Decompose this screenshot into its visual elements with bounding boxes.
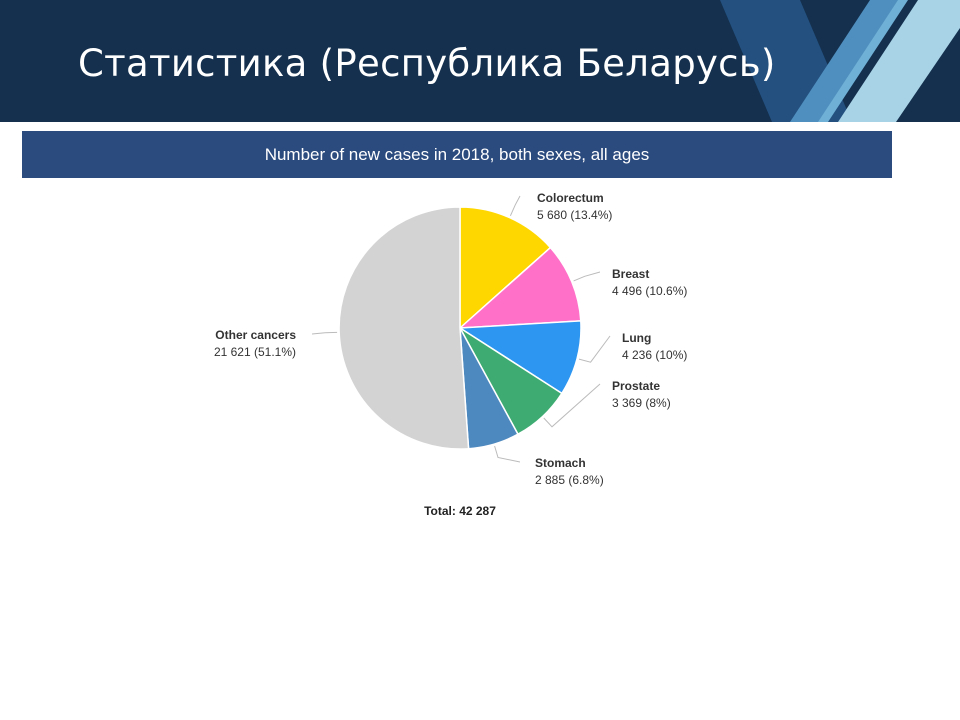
slice-value-label: 5 680 (13.4%)	[537, 208, 612, 222]
slice-value-label: 21 621 (51.1%)	[214, 345, 296, 359]
pie-labels: Colorectum 5 680 (13.4%) Breast 4 496 (10.6…	[214, 191, 687, 487]
pie-slice-lung	[457, 320, 582, 395]
slide-title: Статистика (Республика Беларусь)	[78, 42, 776, 85]
pie-chart: Colorectum 5 680 (13.4%) Breast 4 496 (10.6…	[214, 191, 687, 518]
pie-slices	[338, 206, 582, 450]
pie-slice-breast	[457, 246, 582, 329]
leader-line-lung	[578, 335, 611, 363]
slide-header: Статистика (Республика Беларусь)	[0, 0, 960, 122]
deco-stripe-thin	[818, 0, 908, 122]
pie-slice-colorectum	[459, 206, 552, 330]
slice-name-label: Prostate	[612, 379, 660, 393]
deco-stripe-mid	[790, 0, 905, 122]
leader-line-colorectum	[509, 195, 521, 217]
chart-title: Number of new cases in 2018, both sexes,…	[22, 131, 892, 178]
chart-total: Total: 42 287	[424, 504, 496, 518]
leader-line-breast	[573, 271, 601, 282]
leader-line-other-cancers	[311, 331, 338, 335]
pie-leader-lines	[311, 195, 611, 463]
slice-value-label: 3 369 (8%)	[612, 396, 671, 410]
slice-value-label: 4 236 (10%)	[622, 348, 687, 362]
header-decoration	[720, 0, 960, 122]
slice-name-label: Other cancers	[215, 328, 296, 342]
slice-name-label: Lung	[622, 331, 651, 345]
leader-line-prostate	[543, 383, 601, 428]
slice-name-label: Colorectum	[537, 191, 604, 205]
slice-name-label: Breast	[612, 267, 649, 281]
deco-stripe-light	[838, 0, 960, 122]
slice-name-label: Stomach	[535, 456, 586, 470]
slice-value-label: 4 496 (10.6%)	[612, 284, 687, 298]
leader-line-stomach	[494, 445, 521, 463]
slice-value-label: 2 885 (6.8%)	[535, 473, 604, 487]
pie-slice-other-cancers	[338, 206, 470, 450]
